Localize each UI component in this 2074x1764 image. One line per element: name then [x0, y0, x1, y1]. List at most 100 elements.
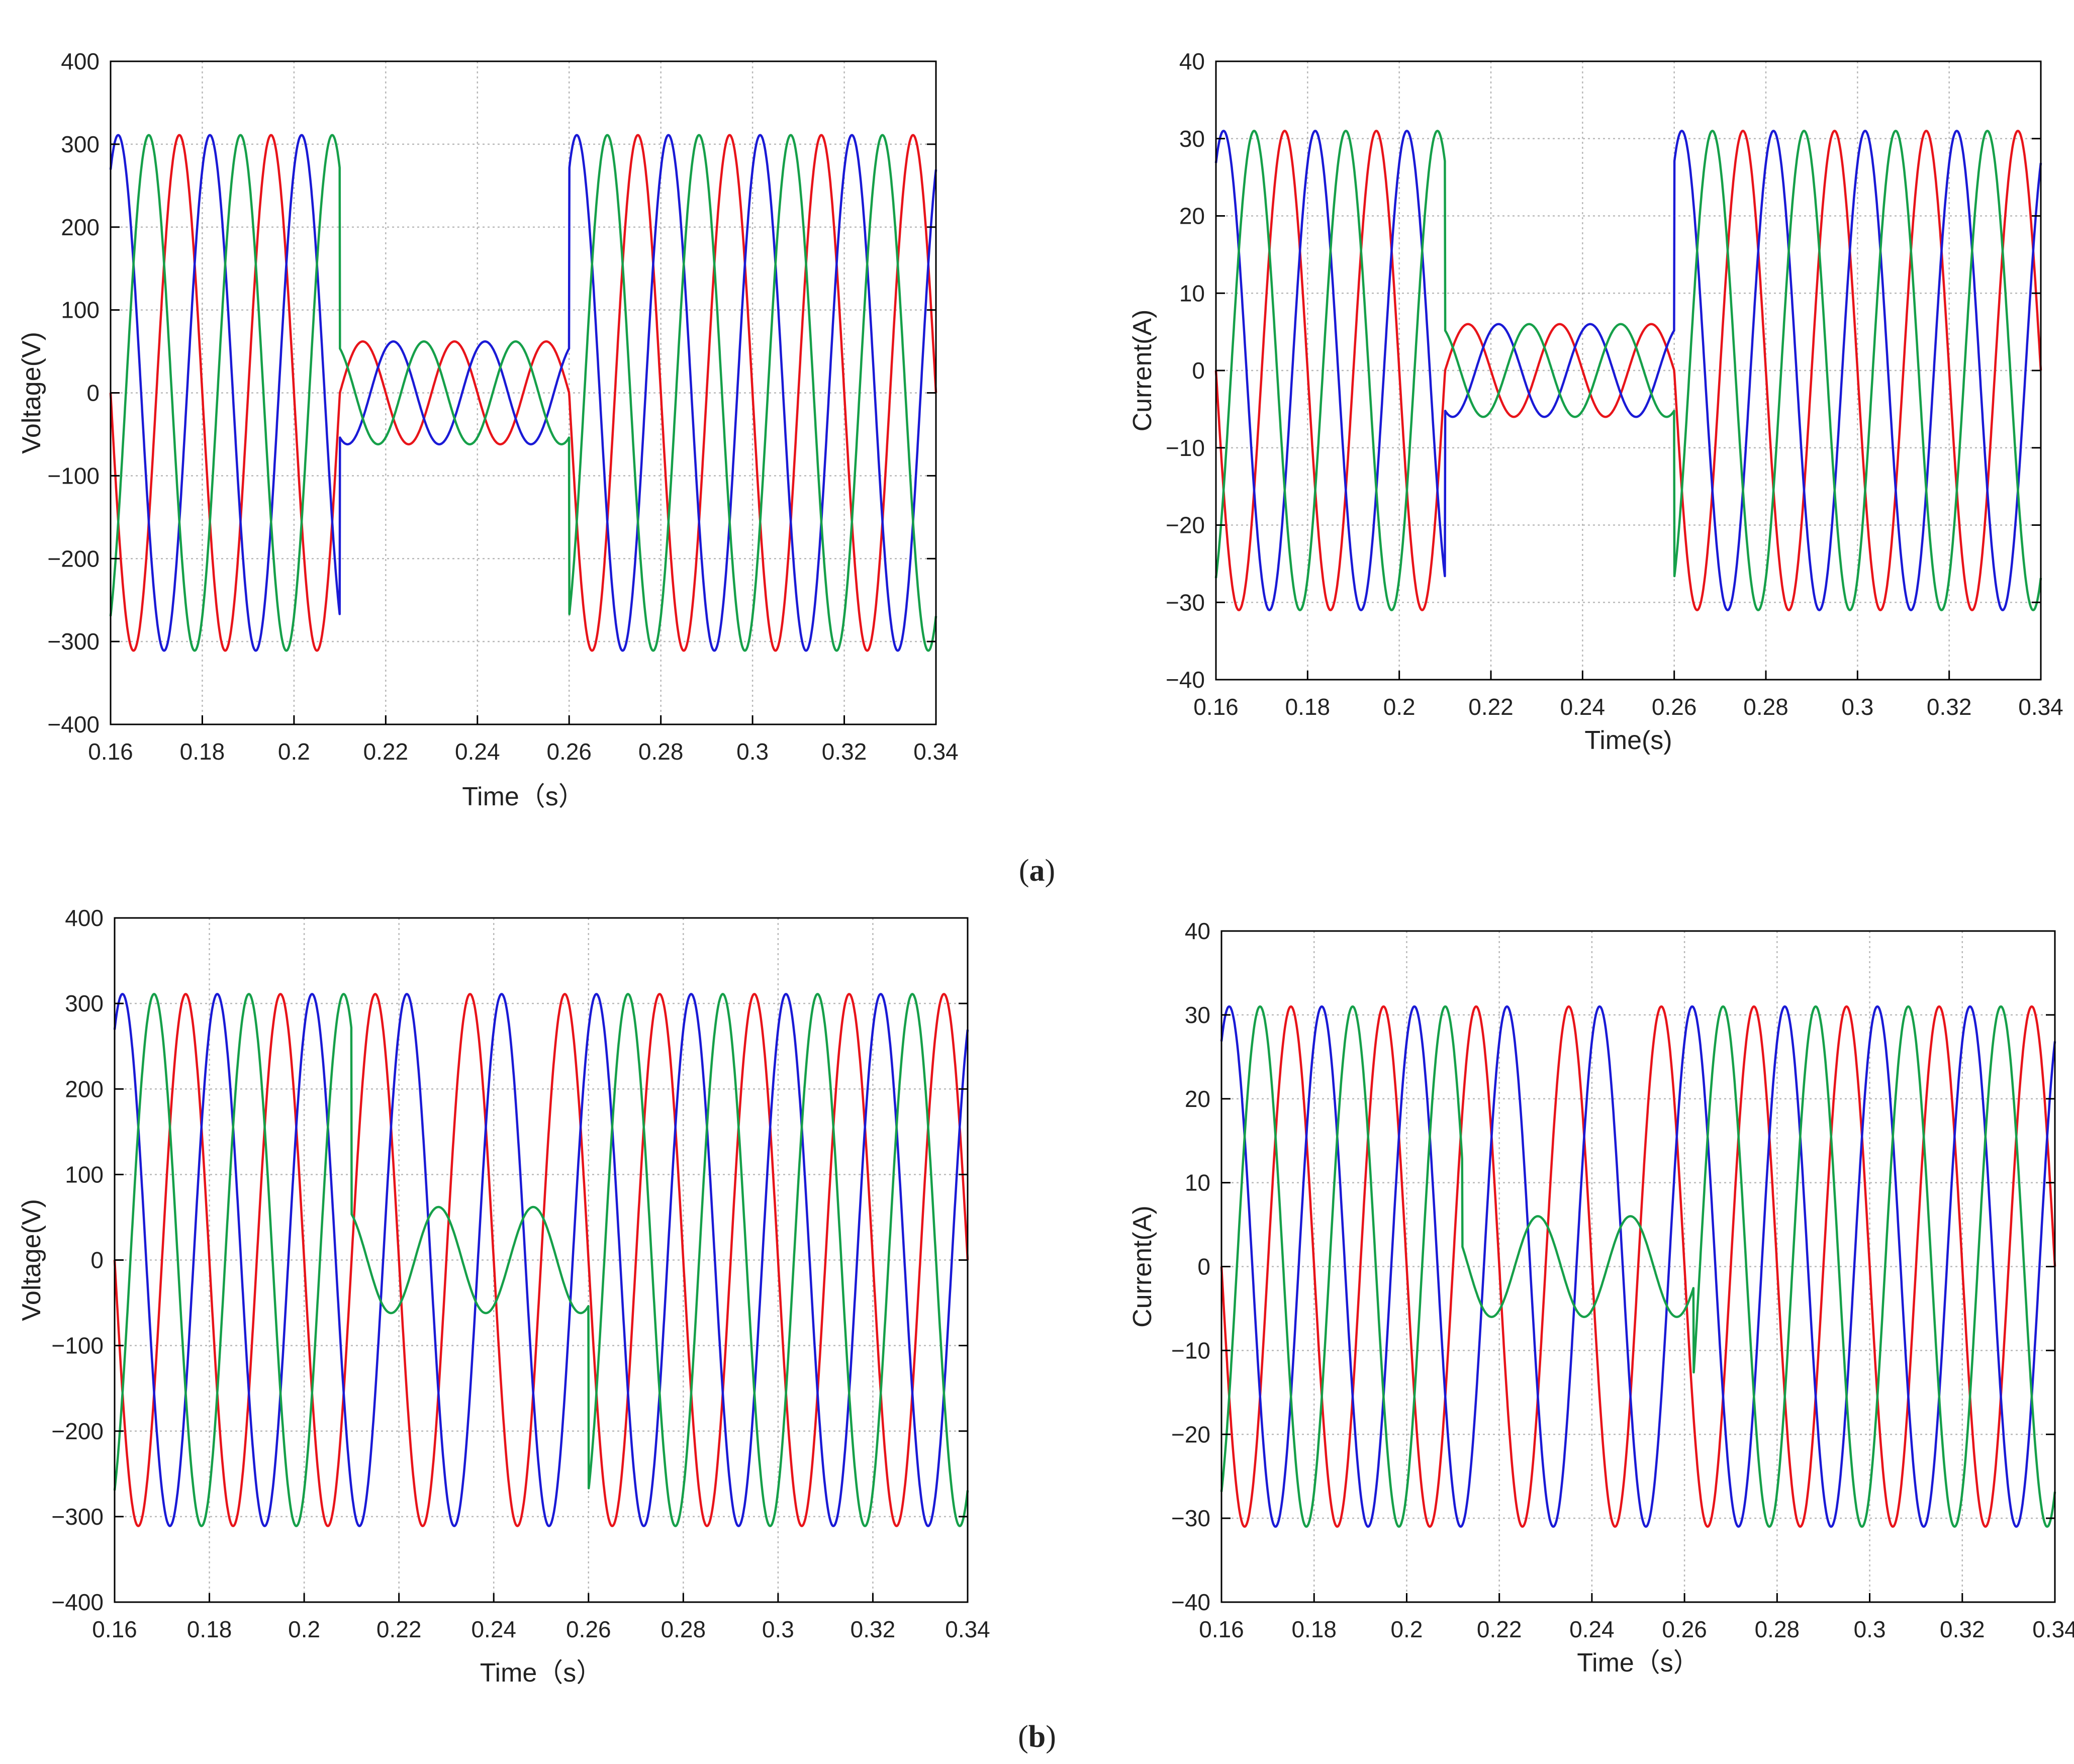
y-tick-label: 0 [90, 1247, 104, 1273]
y-tick-label: 20 [1185, 1086, 1210, 1112]
y-axis-label: Current(A) [1128, 1205, 1157, 1328]
y-tick-label: −10 [1166, 435, 1205, 461]
x-tick-label: 0.24 [455, 738, 500, 765]
series-line-phase-c [109, 134, 937, 652]
x-tick-label: 0.28 [661, 1616, 706, 1642]
x-tick-label: 0.32 [1927, 694, 1972, 720]
x-tick-label: 0.34 [2032, 1616, 2074, 1642]
x-axis-label: Time（s） [1577, 1648, 1700, 1678]
y-tick-label: −100 [47, 462, 100, 489]
panel-label-a: (a) [1019, 854, 1055, 888]
series-line-phase-a [113, 993, 969, 1527]
y-tick-label: −40 [1171, 1589, 1210, 1615]
y-tick-label: 40 [1185, 918, 1210, 944]
x-tick-label: 0.24 [1560, 694, 1606, 720]
x-tick-label: 0.2 [1383, 694, 1416, 720]
x-tick-label: 0.28 [1743, 694, 1788, 720]
y-tick-label: 20 [1179, 203, 1205, 229]
y-tick-label: −400 [51, 1589, 104, 1615]
x-axis-label: Time（s） [480, 1658, 603, 1688]
x-tick-label: 0.16 [92, 1616, 137, 1642]
x-tick-label: 0.28 [638, 738, 684, 765]
x-tick-label: 0.34 [2018, 694, 2063, 720]
x-tick-label: 0.16 [1193, 694, 1239, 720]
y-tick-label: −20 [1166, 512, 1205, 538]
x-tick-label: 0.2 [1390, 1616, 1423, 1642]
series-line-phase-b [109, 134, 937, 652]
x-tick-label: 0.16 [88, 738, 133, 765]
x-axis-label: Time（s） [462, 782, 585, 811]
y-tick-label: 400 [61, 48, 100, 74]
y-tick-label: 200 [65, 1076, 104, 1102]
y-tick-label: −400 [47, 711, 100, 737]
x-tick-label: 0.32 [851, 1616, 896, 1642]
x-tick-label: 0.26 [566, 1616, 611, 1642]
y-tick-label: 300 [61, 131, 100, 157]
series-line-phase-b [1220, 1005, 2056, 1528]
series-line-phase-c [113, 993, 969, 1527]
y-tick-label: 400 [65, 905, 104, 931]
x-tick-label: 0.24 [1569, 1616, 1615, 1642]
x-axis-label: Time(s) [1584, 726, 1672, 755]
y-tick-label: −20 [1171, 1421, 1210, 1447]
x-tick-label: 0.18 [180, 738, 225, 765]
y-tick-label: −10 [1171, 1337, 1210, 1363]
chart-a-current: 0.16 0.18 0.2 0.22 0.24 0.26 0.28 0.3 0.32 0.34 40… [1128, 48, 2063, 755]
chart-a-voltage: 0.16 0.18 0.2 0.22 0.24 0.26 0.28 0.3 0.32 0.34 40… [17, 48, 959, 811]
x-tick-label: 0.18 [1285, 694, 1331, 720]
y-tick-label: −300 [47, 628, 100, 655]
x-tick-label: 0.28 [1755, 1616, 1800, 1642]
y-tick-label: −300 [51, 1504, 104, 1530]
y-tick-label: 10 [1179, 280, 1205, 306]
y-tick-label: 300 [65, 990, 104, 1016]
y-tick-label: 0 [86, 380, 100, 406]
x-tick-label: 0.16 [1199, 1616, 1244, 1642]
series-line-phase-c [1220, 1005, 2056, 1528]
y-axis-label: Voltage(V) [17, 1199, 46, 1321]
x-tick-label: 0.22 [1477, 1616, 1522, 1642]
y-tick-label: −40 [1166, 667, 1205, 693]
y-tick-label: −30 [1166, 589, 1205, 615]
x-tick-label: 0.3 [1841, 694, 1873, 720]
x-tick-label: 0.18 [1291, 1616, 1337, 1642]
x-tick-label: 0.24 [471, 1616, 516, 1642]
y-tick-label: 100 [61, 297, 100, 323]
series-line-phase-a [1214, 130, 2042, 611]
x-tick-label: 0.22 [1468, 694, 1514, 720]
y-axis-label: Voltage(V) [17, 332, 46, 454]
panel-label-b: (b) [1018, 1720, 1056, 1754]
x-tick-label: 0.32 [822, 738, 867, 765]
series-line-phase-b [1214, 130, 2042, 611]
y-tick-label: 0 [1197, 1254, 1210, 1280]
x-tick-label: 0.18 [187, 1616, 232, 1642]
series-line-phase-a [1220, 1005, 2056, 1528]
y-tick-label: −200 [51, 1418, 104, 1444]
x-tick-label: 0.22 [363, 738, 409, 765]
y-tick-label: −200 [47, 545, 100, 572]
y-tick-label: 40 [1179, 48, 1205, 74]
x-tick-label: 0.32 [1940, 1616, 1985, 1642]
y-tick-label: 100 [65, 1161, 104, 1187]
x-tick-label: 0.26 [546, 738, 592, 765]
x-tick-label: 0.3 [1854, 1616, 1886, 1642]
x-tick-label: 0.22 [376, 1616, 422, 1642]
y-tick-label: 200 [61, 214, 100, 240]
series-line-phase-c [1214, 130, 2042, 611]
x-tick-label: 0.34 [913, 738, 959, 765]
y-tick-label: 30 [1185, 1002, 1210, 1028]
y-axis-label: Current(A) [1128, 310, 1157, 432]
x-tick-label: 0.26 [1652, 694, 1697, 720]
series-line-phase-a [109, 134, 937, 652]
x-tick-label: 0.3 [762, 1616, 794, 1642]
x-tick-label: 0.34 [945, 1616, 990, 1642]
series-line-phase-b [113, 993, 969, 1527]
x-tick-label: 0.3 [736, 738, 769, 765]
y-tick-label: −100 [51, 1333, 104, 1359]
x-tick-label: 0.2 [278, 738, 310, 765]
x-tick-label: 0.26 [1662, 1616, 1707, 1642]
y-tick-label: −30 [1171, 1505, 1210, 1531]
chart-b-voltage: 0.16 0.18 0.2 0.22 0.24 0.26 0.28 0.3 0.32 0.34 40… [17, 905, 990, 1688]
y-tick-label: 0 [1192, 357, 1205, 384]
x-tick-label: 0.2 [288, 1616, 320, 1642]
